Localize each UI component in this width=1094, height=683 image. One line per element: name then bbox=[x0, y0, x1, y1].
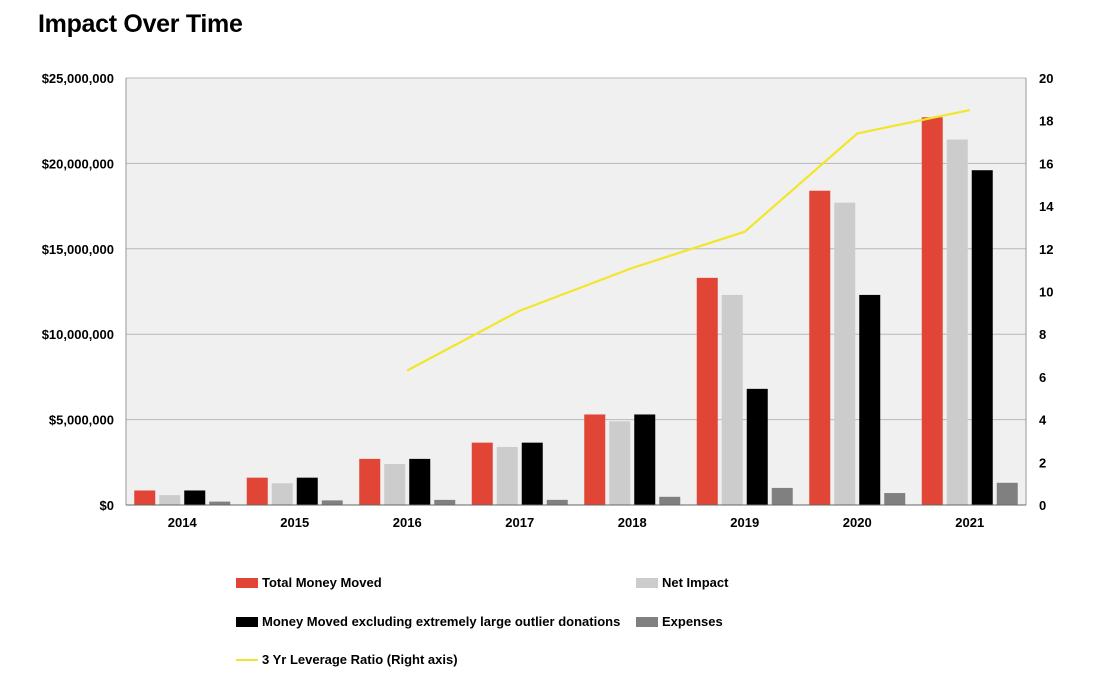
legend-swatch-leverage bbox=[236, 658, 258, 661]
legend-swatch-excl bbox=[236, 616, 258, 627]
y-tick-label: $10,000,000 bbox=[42, 327, 114, 342]
y-tick-label: $20,000,000 bbox=[42, 156, 114, 171]
bar-total-money-moved bbox=[584, 414, 606, 505]
bar-money-moved-excluding-outliers bbox=[634, 414, 656, 505]
bar-expenses bbox=[996, 482, 1018, 505]
bar-net-impact bbox=[496, 446, 518, 505]
y2-tick-label: 18 bbox=[1039, 114, 1053, 129]
legend-swatch-net bbox=[636, 577, 658, 588]
bar-expenses bbox=[659, 496, 681, 505]
y2-tick-label: 20 bbox=[1039, 71, 1053, 86]
legend-swatch-total bbox=[236, 577, 258, 588]
bar-total-money-moved bbox=[246, 477, 268, 505]
legend-label-excl: Money Moved excluding extremely large ou… bbox=[262, 614, 621, 629]
bar-net-impact bbox=[271, 483, 293, 505]
leverage-ratio-line bbox=[406, 108, 970, 372]
legend-label-total: Total Money Moved bbox=[262, 575, 382, 590]
y2-tick-label: 12 bbox=[1039, 242, 1053, 257]
bar-net-impact bbox=[609, 421, 631, 505]
bar-expenses bbox=[546, 499, 568, 505]
y-tick-label: $15,000,000 bbox=[42, 242, 114, 257]
legend-item-expenses: Expenses bbox=[636, 614, 723, 629]
chart-title: Impact Over Time bbox=[38, 10, 243, 38]
bar-expenses bbox=[321, 500, 343, 505]
x-tick-label: 2021 bbox=[955, 515, 984, 530]
x-tick-label: 2019 bbox=[730, 515, 759, 530]
x-tick-label: 2020 bbox=[843, 515, 872, 530]
y-tick-label: $0 bbox=[100, 498, 114, 513]
legend-label-expenses: Expenses bbox=[662, 614, 723, 629]
bar-money-moved-excluding-outliers bbox=[859, 294, 881, 505]
bar-net-impact bbox=[384, 464, 406, 505]
y2-tick-label: 2 bbox=[1039, 455, 1046, 470]
bar-net-impact bbox=[834, 202, 856, 505]
bars-group bbox=[134, 117, 1018, 505]
bar-net-impact bbox=[946, 139, 968, 505]
axes-group: $0 $5,000,000 $10,000,000 $15,000,000 $20,00… bbox=[42, 71, 1055, 530]
y-tick-label: $5,000,000 bbox=[49, 413, 114, 428]
y2-tick-label: 6 bbox=[1039, 370, 1046, 385]
bar-total-money-moved bbox=[921, 117, 943, 505]
y-tick-label: $25,000,000 bbox=[42, 71, 114, 86]
legend-item-excl: Money Moved excluding extremely large ou… bbox=[236, 614, 620, 629]
bar-money-moved-excluding-outliers bbox=[746, 388, 768, 505]
x-tick-label: 2015 bbox=[280, 515, 309, 530]
bar-net-impact bbox=[721, 294, 743, 505]
bar-money-moved-excluding-outliers bbox=[184, 490, 206, 505]
x-tick-label: 2016 bbox=[393, 515, 422, 530]
legend-label-leverage: 3 Yr Leverage Ratio (Right axis) bbox=[262, 652, 458, 667]
bar-net-impact bbox=[159, 495, 181, 505]
bar-total-money-moved bbox=[134, 490, 156, 505]
legend-item-total: Total Money Moved bbox=[236, 575, 382, 590]
bar-total-money-moved bbox=[696, 277, 718, 505]
bar-money-moved-excluding-outliers bbox=[521, 442, 543, 505]
bar-total-money-moved bbox=[471, 442, 493, 505]
legend-swatch-expenses bbox=[636, 616, 658, 627]
plot-area bbox=[126, 78, 1026, 505]
y2-tick-label: 8 bbox=[1039, 327, 1046, 342]
bar-total-money-moved bbox=[809, 190, 831, 505]
y2-tick-label: 10 bbox=[1039, 285, 1053, 300]
legend-label-net: Net Impact bbox=[662, 575, 729, 590]
y2-tick-label: 4 bbox=[1039, 413, 1047, 428]
leverage-line-group bbox=[406, 108, 970, 372]
x-tick-label: 2017 bbox=[505, 515, 534, 530]
bar-expenses bbox=[434, 499, 456, 505]
y2-tick-label: 0 bbox=[1039, 498, 1046, 513]
x-tick-label: 2018 bbox=[618, 515, 647, 530]
bar-money-moved-excluding-outliers bbox=[296, 477, 318, 505]
bar-expenses bbox=[209, 501, 231, 505]
bar-money-moved-excluding-outliers bbox=[409, 458, 431, 505]
x-tick-label: 2014 bbox=[168, 515, 198, 530]
legend-item-leverage: 3 Yr Leverage Ratio (Right axis) bbox=[236, 652, 458, 667]
y2-tick-label: 16 bbox=[1039, 156, 1053, 171]
y2-tick-label: 14 bbox=[1039, 199, 1054, 214]
legend-item-net: Net Impact bbox=[636, 575, 728, 590]
bar-money-moved-excluding-outliers bbox=[971, 170, 993, 505]
bar-expenses bbox=[884, 493, 906, 505]
bar-total-money-moved bbox=[359, 458, 381, 505]
bar-expenses bbox=[771, 487, 793, 505]
